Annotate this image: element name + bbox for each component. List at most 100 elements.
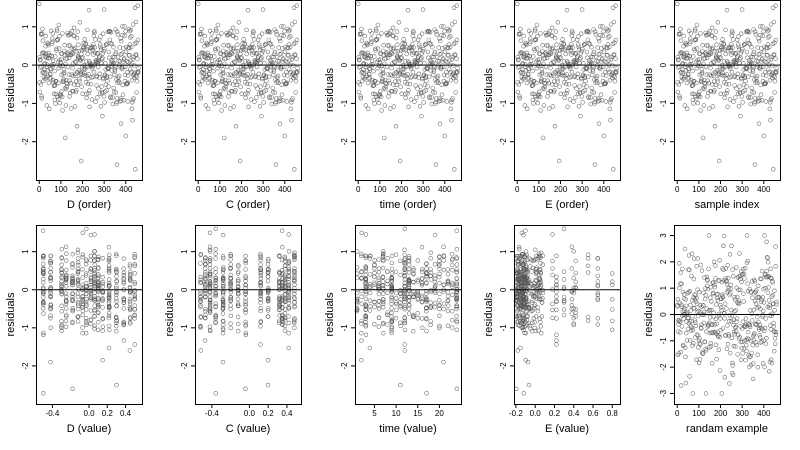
data-point xyxy=(220,77,225,82)
data-point xyxy=(402,252,407,258)
data-point xyxy=(381,48,386,54)
data-point xyxy=(552,49,557,54)
data-point xyxy=(537,94,543,100)
data-point xyxy=(245,8,251,13)
data-point xyxy=(203,270,208,275)
data-point xyxy=(202,51,208,56)
data-point xyxy=(445,308,451,314)
data-point xyxy=(265,278,271,284)
data-point xyxy=(104,41,110,47)
x-axis-label: sample index xyxy=(695,199,760,211)
data-point xyxy=(118,36,123,41)
data-point xyxy=(534,46,540,51)
data-point xyxy=(590,67,595,72)
data-point xyxy=(374,94,379,100)
data-point xyxy=(104,88,109,93)
data-point xyxy=(89,97,95,102)
data-point xyxy=(523,228,528,233)
data-point xyxy=(542,84,547,89)
data-point xyxy=(77,79,82,84)
data-point xyxy=(220,311,226,316)
data-point xyxy=(445,73,450,78)
data-point xyxy=(97,42,103,47)
data-point xyxy=(540,42,545,48)
data-point xyxy=(520,71,525,76)
data-point xyxy=(91,69,97,75)
data-point xyxy=(102,46,107,52)
data-point xyxy=(232,59,237,64)
data-point xyxy=(774,299,779,305)
data-point xyxy=(367,345,373,351)
data-point xyxy=(757,51,763,56)
data-point xyxy=(51,91,57,97)
data-point xyxy=(409,45,415,50)
data-point xyxy=(114,329,119,334)
y-tick-label: 0 xyxy=(659,312,668,317)
y-tick-label: -1 xyxy=(659,337,668,345)
data-point xyxy=(261,100,266,105)
data-point xyxy=(761,49,767,54)
data-point xyxy=(363,55,368,61)
data-point xyxy=(93,37,98,42)
data-point xyxy=(523,310,529,315)
data-point xyxy=(421,46,426,52)
data-point xyxy=(52,83,58,88)
data-point xyxy=(293,52,298,57)
data-point xyxy=(730,50,736,56)
data-point xyxy=(270,85,275,91)
data-point xyxy=(585,314,591,320)
data-point xyxy=(447,27,452,33)
data-point xyxy=(545,32,550,38)
data-point xyxy=(133,19,139,25)
data-point xyxy=(114,162,120,167)
data-point xyxy=(685,53,690,58)
data-point xyxy=(736,44,741,50)
data-point xyxy=(73,60,79,65)
data-point xyxy=(550,315,555,320)
data-point xyxy=(573,310,578,315)
data-point xyxy=(586,40,591,46)
data-point xyxy=(540,48,545,54)
data-point xyxy=(432,262,438,267)
data-point xyxy=(552,35,558,41)
data-point xyxy=(686,290,691,295)
data-point xyxy=(550,307,555,313)
data-point xyxy=(569,28,575,34)
data-point xyxy=(48,325,53,330)
data-point xyxy=(365,50,370,56)
data-point xyxy=(744,233,750,238)
data-point xyxy=(422,82,428,87)
y-tick-label: 1 xyxy=(180,249,189,254)
data-point xyxy=(56,66,61,71)
data-point xyxy=(699,77,704,82)
data-point xyxy=(746,40,751,46)
data-point xyxy=(728,282,733,287)
data-point xyxy=(424,78,429,84)
data-point xyxy=(534,80,539,86)
data-point xyxy=(592,29,598,34)
x-tick-label: 300 xyxy=(416,185,430,194)
data-point xyxy=(359,26,364,32)
data-point xyxy=(404,81,410,87)
y-axis-label: residuals xyxy=(164,67,176,112)
data-point xyxy=(724,90,729,96)
data-point xyxy=(77,20,83,25)
data-point xyxy=(406,262,412,267)
data-point xyxy=(361,61,366,67)
data-point xyxy=(731,37,736,42)
data-point xyxy=(286,232,291,237)
data-point xyxy=(576,34,581,39)
data-point xyxy=(535,57,540,63)
data-point xyxy=(415,316,420,321)
data-point xyxy=(585,318,591,323)
data-point xyxy=(389,51,394,56)
x-tick-label: 300 xyxy=(575,185,589,194)
data-point xyxy=(693,94,698,100)
data-point xyxy=(272,64,277,70)
data-point xyxy=(96,86,101,91)
data-point xyxy=(123,133,129,139)
x-tick-label: 0.0 xyxy=(244,409,256,418)
data-point xyxy=(715,20,721,25)
data-point xyxy=(196,55,201,60)
